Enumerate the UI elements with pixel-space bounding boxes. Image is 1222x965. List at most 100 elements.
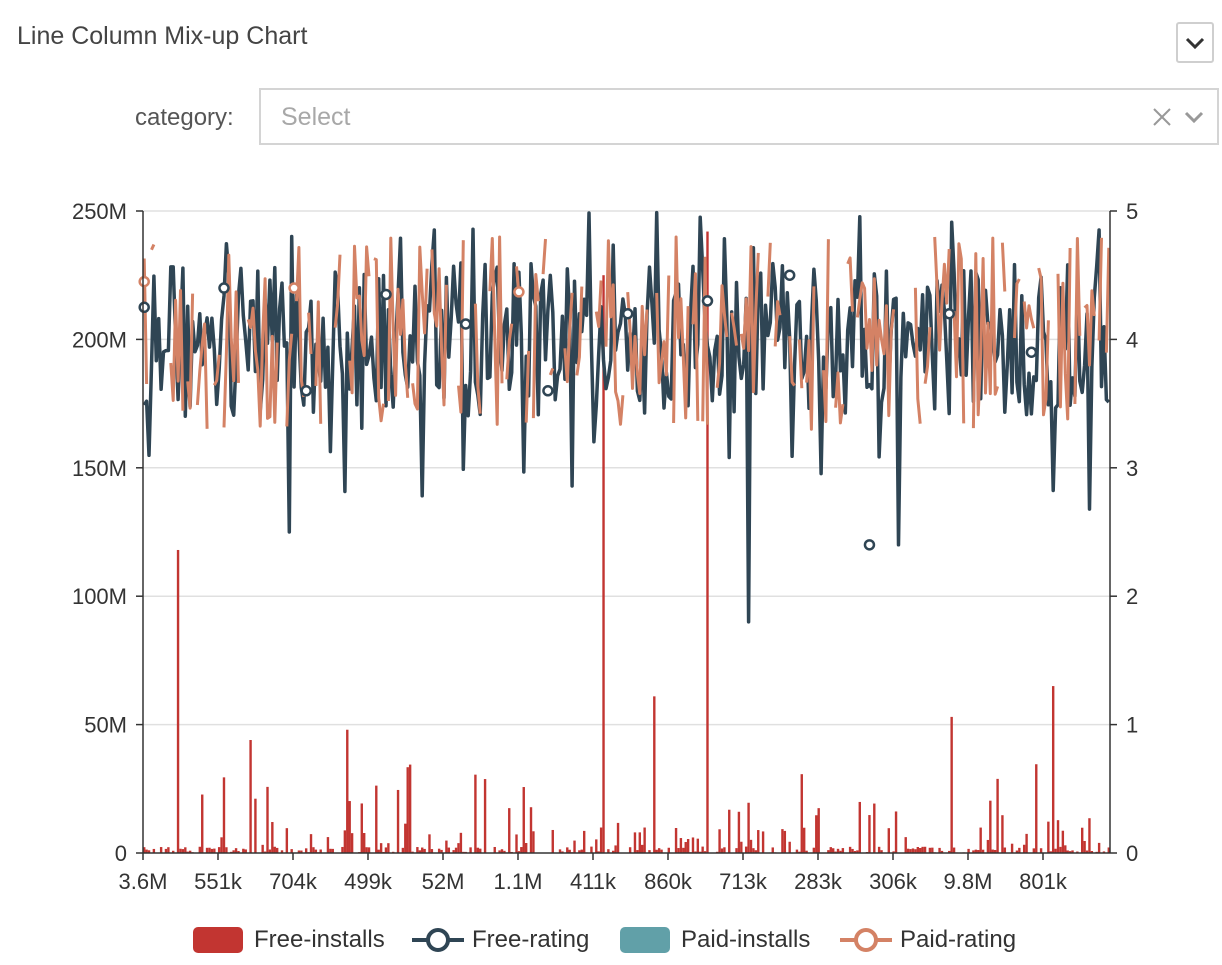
bar [1061,830,1065,853]
bar [928,847,932,853]
bar [696,838,700,853]
category-select[interactable]: Select [259,88,1219,145]
bar [667,847,671,853]
bar [430,849,434,853]
y-right-tick-label: 2 [1126,584,1138,609]
bar [423,848,426,853]
rating-lines [142,210,1111,624]
bar [612,850,615,853]
free-rating-marker [1025,346,1038,358]
bar [1071,850,1074,853]
bar [628,847,632,853]
x-tick-label: 411k [570,869,617,894]
bar [1022,844,1026,853]
free-rating-marker [621,307,634,320]
bar [904,837,907,853]
bar [1025,833,1028,853]
bar [408,764,412,853]
bar [437,848,441,853]
free-rating-marker [380,288,392,301]
legend-label: Free-installs [254,926,385,953]
legend-free-rating[interactable]: Free-rating [412,918,589,962]
bar [805,850,808,853]
bar [674,827,678,853]
bar [636,850,639,853]
x-tick-label: 551k [194,869,243,894]
bar [271,822,274,853]
y-left-tick-label: 250M [72,199,127,224]
bar [952,847,956,853]
free-rating-marker [138,301,150,314]
free-installs-bars [143,231,1110,853]
bar [578,850,581,853]
bar [950,716,953,853]
bar [848,846,852,853]
bar [602,275,605,853]
bar [1107,847,1110,853]
bar [179,848,182,853]
bar [735,848,738,853]
category-label: category: [135,104,234,131]
close-icon[interactable] [1151,106,1173,128]
bar [406,767,409,853]
bar [198,846,202,853]
bar [880,850,883,853]
y-right-tick-label: 3 [1126,456,1138,481]
x-tick-label: 9.8M [944,869,993,894]
legend-free-installs[interactable]: Free-installs [193,918,385,962]
bar [346,729,349,853]
free-rating-marker [218,282,230,294]
chevron-down-icon[interactable] [1183,106,1205,128]
bar [921,846,924,853]
bar [275,847,279,853]
x-tick-label: 801k [1019,869,1068,894]
collapse-button[interactable] [1176,22,1214,63]
bar [428,834,431,853]
bar [648,850,651,853]
bar [164,848,168,853]
bar [991,849,994,853]
bar [800,774,803,853]
bar [551,829,554,853]
bar [1032,848,1036,853]
bar [981,849,985,853]
bar [520,847,523,853]
bar [633,832,637,853]
bar [566,847,569,853]
bar [280,850,284,853]
legend-paid-rating[interactable]: Paid-rating [840,918,1016,962]
bar [145,849,148,853]
bar [829,847,832,853]
bar [225,847,228,853]
bar [851,848,854,853]
bar [906,848,910,853]
bar [268,849,272,853]
legend-label: Free-rating [472,926,590,953]
legend-paid-installs[interactable]: Paid-installs [620,918,810,962]
bar [815,815,818,853]
bar [979,827,982,853]
bar [757,830,760,853]
bar [568,849,571,853]
bar [418,850,422,853]
x-tick-label: 713k [719,869,768,894]
bar [892,851,895,853]
bar [677,848,680,853]
bar [237,851,240,853]
chart-axes: 0 0 50M 1 100M 2 150M 3 200M 4 250M 5 3.6M 551k 704k 49… [72,199,1138,894]
bar [208,847,211,853]
bar [1039,848,1043,853]
bar [887,828,890,853]
bar [304,848,308,853]
bar [641,844,644,853]
bar [266,786,269,853]
bar [694,851,697,853]
bar [754,850,758,853]
bar [1051,686,1055,853]
bar [580,849,583,853]
bar [856,850,859,853]
bar [1068,851,1072,853]
y-right-tick-label: 1 [1126,713,1138,738]
bar [500,849,504,853]
bar [331,848,334,853]
